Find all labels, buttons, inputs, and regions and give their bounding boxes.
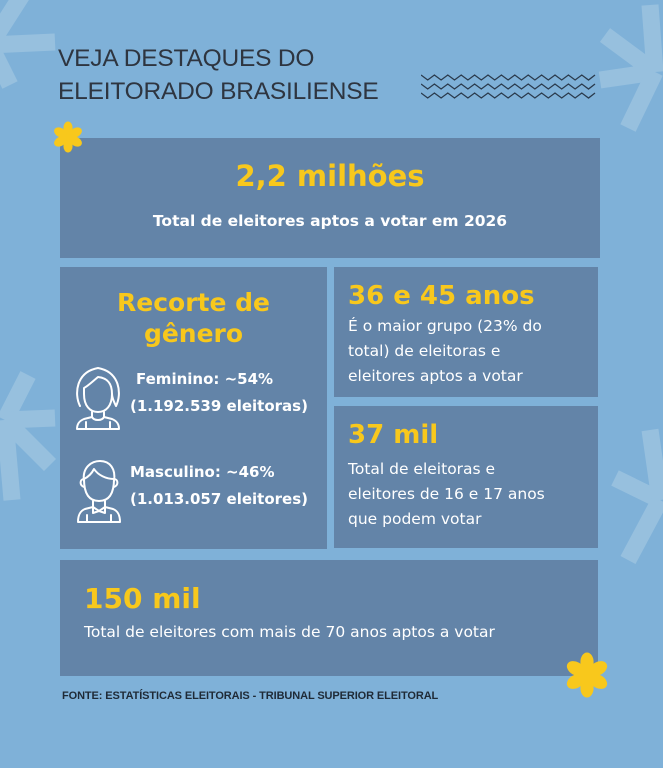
gender-heading-line-1: Recorte de (117, 288, 270, 317)
asterisk-arm (0, 45, 18, 89)
title-line-2: ELEITORADO BRASILIENSE (58, 78, 379, 105)
gender-card: Recorte de gênero Feminino: ~54% (1.192.… (60, 267, 327, 549)
age-desc-line-1: É o maior grupo (23% do (348, 317, 542, 335)
teen-desc-line-1: Total de eleitoras e (348, 460, 496, 478)
page-title: VEJA DESTAQUES DO ELEITORADO BRASILIENSE (58, 42, 379, 108)
teen-voters-value: 37 mil (348, 420, 439, 450)
total-voters-label: Total de eleitores aptos a votar em 2026 (152, 212, 508, 230)
teen-voters-card: 37 mil Total de eleitoras e eleitores de… (334, 406, 598, 548)
female-percent: Feminino: ~54% (136, 370, 274, 388)
title-line-1: VEJA DESTAQUES DO (58, 45, 315, 72)
age-desc-line-2: total) de eleitoras e (348, 342, 501, 360)
female-count: (1.192.539 eleitoras) (130, 397, 308, 415)
age-desc-line-3: eleitores aptos a votar (348, 367, 523, 385)
male-percent: Masculino: ~46% (130, 463, 275, 481)
yellow-flower-icon (566, 652, 608, 698)
teen-desc-line-3: que podem votar (348, 510, 482, 528)
age-group-description: É o maior grupo (23% do total) de eleito… (348, 314, 592, 389)
source-footer: FONTE: ESTATÍSTICAS ELEITORAIS - TRIBUNA… (62, 690, 439, 702)
teen-voters-description: Total de eleitoras e eleitores de 16 e 1… (348, 457, 592, 532)
yellow-flower-icon (54, 121, 82, 153)
total-voters-card: 2,2 milhões Total de eleitores aptos a v… (60, 138, 600, 258)
teen-desc-line-2: eleitores de 16 e 17 anos (348, 485, 545, 503)
zigzag-decoration (421, 74, 596, 99)
elder-voters-value: 150 mil (84, 582, 201, 615)
gender-heading-line-2: gênero (143, 319, 244, 348)
man-icon (77, 460, 121, 523)
age-group-card: 36 e 45 anos É o maior grupo (23% do tot… (334, 267, 598, 397)
age-group-value: 36 e 45 anos (348, 281, 535, 311)
total-voters-value: 2,2 milhões (235, 159, 425, 193)
male-count: (1.013.057 eleitores) (130, 490, 308, 508)
gender-heading: Recorte de gênero (60, 287, 327, 349)
woman-icon (76, 367, 120, 430)
elder-voters-card: 150 mil Total de eleitores com mais de 7… (60, 560, 598, 676)
elder-voters-description: Total de eleitores com mais de 70 anos a… (84, 623, 495, 641)
